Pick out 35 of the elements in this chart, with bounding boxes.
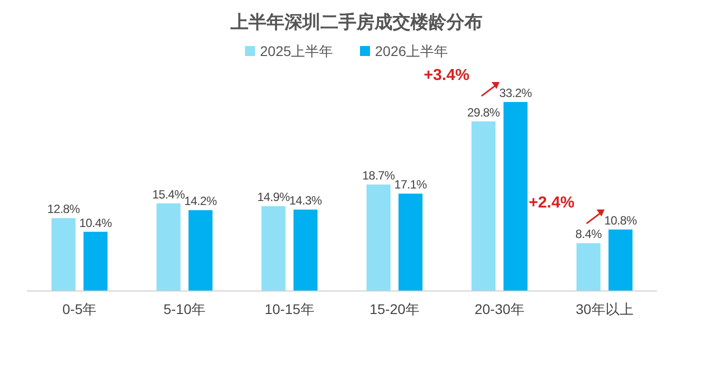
data-label: 14.2% — [184, 194, 218, 208]
data-label: 14.9% — [257, 190, 290, 204]
bar — [576, 243, 600, 291]
x-tick-label: 30年以上 — [576, 301, 634, 317]
legend-label: 2026上半年 — [375, 43, 448, 59]
data-label: 17.1% — [394, 178, 428, 192]
data-label: 18.7% — [362, 168, 396, 183]
bar — [156, 203, 180, 291]
bar — [262, 206, 286, 291]
x-tick-label: 20-30年 — [474, 301, 524, 317]
x-tick-label: 5-10年 — [163, 301, 206, 317]
bar — [188, 210, 212, 291]
bar — [504, 102, 528, 291]
bar — [398, 194, 422, 291]
data-label: 10.8% — [604, 214, 638, 228]
data-label: 15.4% — [152, 187, 186, 202]
legend-label: 2025上半年 — [260, 43, 334, 59]
chart-title: 上半年深圳二手房成交楼龄分布 — [230, 12, 482, 32]
bar — [472, 121, 496, 291]
annotation: +3.4% — [424, 67, 470, 84]
data-label: 8.4% — [575, 227, 602, 242]
bar — [294, 210, 318, 291]
x-tick-label: 0-5年 — [62, 301, 97, 317]
annotation: +2.4% — [528, 194, 574, 212]
x-tick-label: 10-15年 — [264, 301, 314, 317]
bar — [366, 184, 390, 291]
data-label: 14.3% — [289, 194, 322, 208]
data-label: 10.4% — [79, 216, 112, 230]
bar — [52, 218, 76, 291]
data-label: 29.8% — [467, 105, 500, 120]
x-tick-label: 15-20年 — [370, 301, 420, 317]
data-label: 12.8% — [47, 202, 80, 216]
data-label: 33.2% — [499, 86, 532, 100]
bar — [608, 230, 632, 291]
bar — [84, 232, 108, 291]
